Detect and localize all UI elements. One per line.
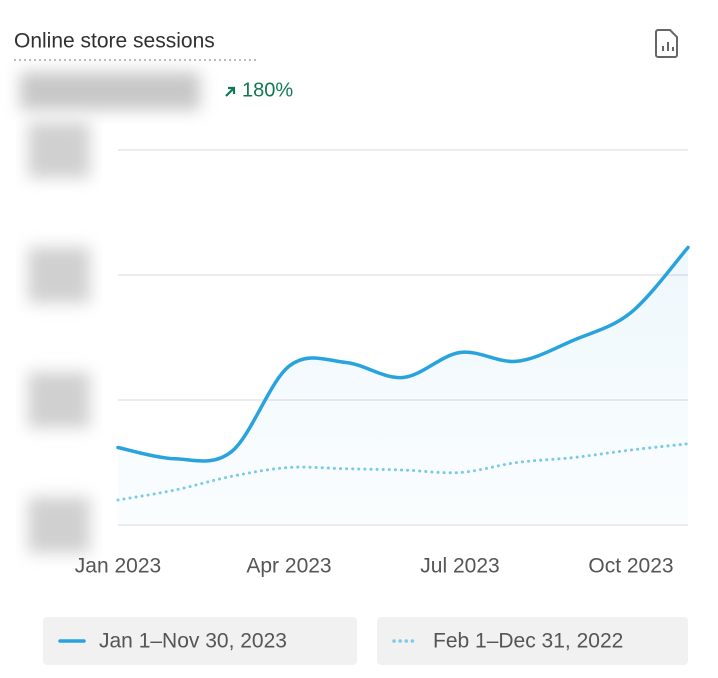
series-line bbox=[116, 245, 690, 463]
legend-label: Jan 1–Nov 30, 2023 bbox=[99, 630, 287, 653]
blurred-total bbox=[20, 72, 200, 110]
x-tick-label: Apr 2023 bbox=[246, 555, 331, 578]
blurred-y-label bbox=[28, 247, 90, 303]
legend-label: Feb 1–Dec 31, 2022 bbox=[433, 630, 623, 653]
legend-item[interactable] bbox=[377, 617, 688, 665]
up-arrow bbox=[225, 86, 236, 97]
x-tick-label: Jul 2023 bbox=[420, 555, 499, 578]
blurred-y-label bbox=[28, 497, 90, 553]
legend-item[interactable] bbox=[43, 617, 357, 665]
change-value: 180% bbox=[242, 79, 293, 101]
x-tick-label: Jan 2023 bbox=[75, 555, 161, 578]
chart-title[interactable]: Online store sessions bbox=[14, 30, 215, 53]
blurred-y-label bbox=[28, 122, 90, 178]
report-icon[interactable] bbox=[655, 29, 678, 58]
area-fill bbox=[118, 247, 688, 525]
x-tick-label: Oct 2023 bbox=[588, 555, 673, 578]
blurred-y-label bbox=[28, 372, 90, 428]
